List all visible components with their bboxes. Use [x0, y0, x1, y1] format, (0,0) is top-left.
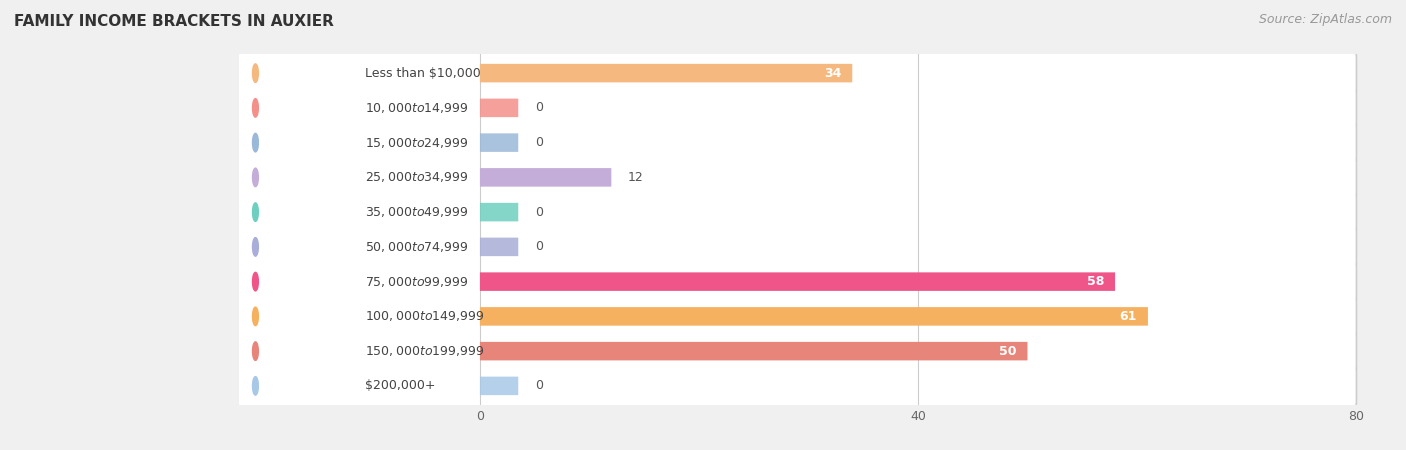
Text: Source: ZipAtlas.com: Source: ZipAtlas.com — [1258, 14, 1392, 27]
FancyBboxPatch shape — [239, 261, 1358, 302]
Text: $100,000 to $149,999: $100,000 to $149,999 — [366, 310, 484, 324]
FancyBboxPatch shape — [239, 332, 1355, 371]
Text: $150,000 to $199,999: $150,000 to $199,999 — [366, 344, 484, 358]
FancyBboxPatch shape — [243, 371, 477, 400]
Text: Less than $10,000: Less than $10,000 — [366, 67, 481, 80]
FancyBboxPatch shape — [239, 88, 1358, 128]
FancyBboxPatch shape — [243, 337, 477, 365]
Text: $25,000 to $34,999: $25,000 to $34,999 — [366, 171, 468, 184]
Circle shape — [253, 203, 259, 221]
FancyBboxPatch shape — [243, 163, 477, 192]
Circle shape — [253, 238, 259, 256]
FancyBboxPatch shape — [479, 238, 519, 256]
FancyBboxPatch shape — [239, 331, 1358, 371]
Text: 50: 50 — [1000, 345, 1017, 358]
Text: $10,000 to $14,999: $10,000 to $14,999 — [366, 101, 468, 115]
Circle shape — [253, 377, 259, 395]
FancyBboxPatch shape — [239, 297, 1355, 336]
FancyBboxPatch shape — [479, 99, 519, 117]
FancyBboxPatch shape — [479, 168, 612, 187]
Text: 34: 34 — [824, 67, 841, 80]
FancyBboxPatch shape — [243, 232, 477, 261]
Text: 12: 12 — [627, 171, 644, 184]
Text: $50,000 to $74,999: $50,000 to $74,999 — [366, 240, 468, 254]
FancyBboxPatch shape — [239, 296, 1358, 337]
FancyBboxPatch shape — [239, 157, 1358, 198]
FancyBboxPatch shape — [239, 88, 1355, 127]
Text: $35,000 to $49,999: $35,000 to $49,999 — [366, 205, 468, 219]
FancyBboxPatch shape — [239, 227, 1355, 266]
Text: 0: 0 — [534, 101, 543, 114]
Text: FAMILY INCOME BRACKETS IN AUXIER: FAMILY INCOME BRACKETS IN AUXIER — [14, 14, 335, 28]
FancyBboxPatch shape — [239, 54, 1355, 93]
FancyBboxPatch shape — [239, 366, 1358, 406]
Text: $15,000 to $24,999: $15,000 to $24,999 — [366, 135, 468, 149]
FancyBboxPatch shape — [239, 262, 1355, 301]
Circle shape — [253, 64, 259, 82]
Circle shape — [253, 133, 259, 152]
Circle shape — [253, 307, 259, 326]
FancyBboxPatch shape — [479, 64, 852, 82]
FancyBboxPatch shape — [239, 122, 1358, 163]
Circle shape — [253, 342, 259, 360]
FancyBboxPatch shape — [239, 227, 1358, 267]
Text: 61: 61 — [1119, 310, 1137, 323]
FancyBboxPatch shape — [239, 123, 1355, 162]
FancyBboxPatch shape — [239, 366, 1355, 405]
FancyBboxPatch shape — [239, 158, 1355, 197]
FancyBboxPatch shape — [239, 193, 1355, 232]
FancyBboxPatch shape — [479, 377, 519, 395]
Text: $200,000+: $200,000+ — [366, 379, 436, 392]
FancyBboxPatch shape — [479, 203, 519, 221]
Text: $75,000 to $99,999: $75,000 to $99,999 — [366, 274, 468, 288]
FancyBboxPatch shape — [479, 133, 519, 152]
Text: 0: 0 — [534, 206, 543, 219]
FancyBboxPatch shape — [479, 342, 1028, 360]
FancyBboxPatch shape — [243, 198, 477, 227]
FancyBboxPatch shape — [243, 267, 477, 296]
FancyBboxPatch shape — [479, 307, 1147, 326]
Circle shape — [253, 168, 259, 187]
FancyBboxPatch shape — [243, 128, 477, 157]
FancyBboxPatch shape — [243, 94, 477, 122]
Text: 0: 0 — [534, 136, 543, 149]
Text: 0: 0 — [534, 379, 543, 392]
FancyBboxPatch shape — [243, 58, 477, 88]
FancyBboxPatch shape — [239, 192, 1358, 232]
FancyBboxPatch shape — [243, 302, 477, 331]
Text: 0: 0 — [534, 240, 543, 253]
Circle shape — [253, 99, 259, 117]
Circle shape — [253, 272, 259, 291]
FancyBboxPatch shape — [479, 272, 1115, 291]
FancyBboxPatch shape — [239, 53, 1358, 93]
Text: 58: 58 — [1087, 275, 1104, 288]
